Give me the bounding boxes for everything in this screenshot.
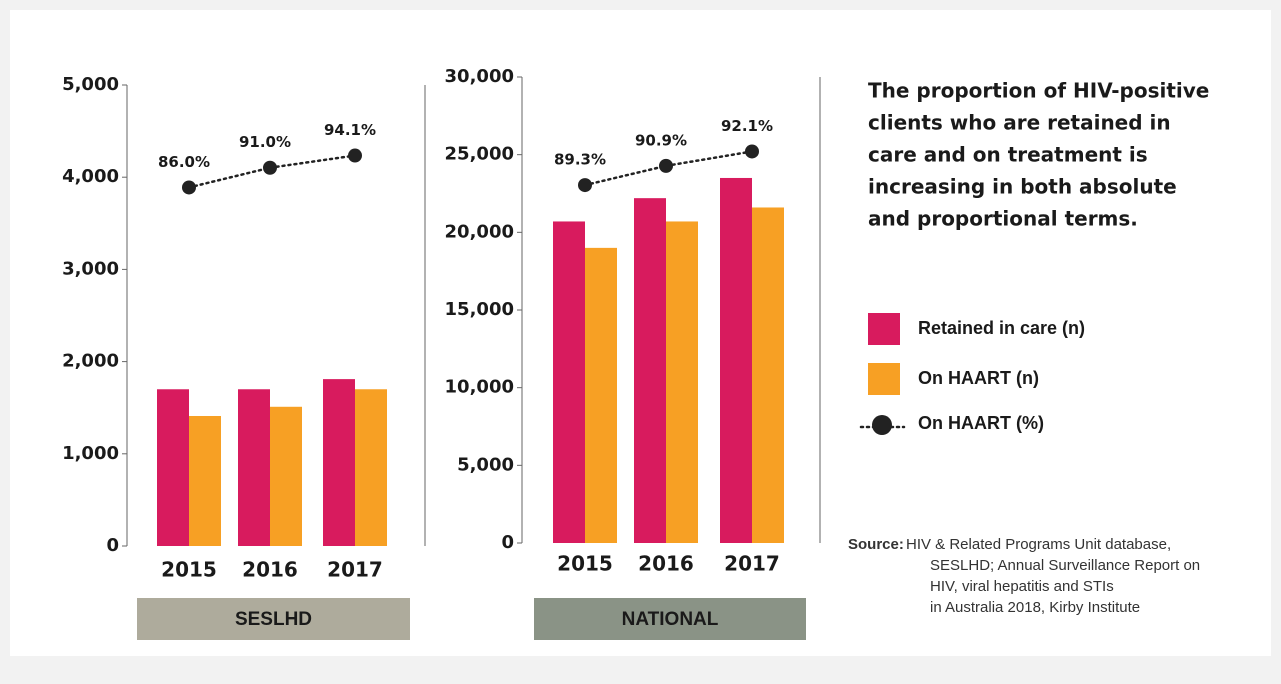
bar xyxy=(355,389,387,546)
percent-dot xyxy=(745,144,759,159)
y-tick-label: 3,000 xyxy=(62,258,119,279)
y-tick-label: 0 xyxy=(501,532,514,553)
bar xyxy=(666,221,698,543)
y-tick-label: 2,000 xyxy=(62,351,119,372)
bar xyxy=(189,415,221,546)
y-tick-label: 5,000 xyxy=(457,454,514,475)
y-tick-label: 4,000 xyxy=(62,166,119,187)
source-text: in Australia 2018, Kirby Institute xyxy=(930,599,1140,616)
data-label: 92.1% xyxy=(721,117,773,135)
bar xyxy=(553,221,585,543)
x-tick-label: 2017 xyxy=(327,558,383,582)
legend-label: On HAART (n) xyxy=(918,368,1039,388)
y-tick-label: 20,000 xyxy=(445,221,514,242)
data-label: 94.1% xyxy=(324,121,376,139)
source-label: Source: xyxy=(848,536,904,553)
legend-label: Retained in care (n) xyxy=(918,318,1085,338)
y-tick-label: 15,000 xyxy=(445,299,514,320)
region-label: NATIONAL xyxy=(622,609,719,630)
y-tick-label: 25,000 xyxy=(445,144,514,165)
region-label: SESLHD xyxy=(235,609,312,630)
legend-swatch xyxy=(868,363,900,395)
description: clients who are retained in xyxy=(868,111,1171,135)
source-text: HIV, viral hepatitis and STIs xyxy=(930,578,1114,595)
bar xyxy=(585,247,617,543)
x-tick-label: 2016 xyxy=(638,552,694,576)
description: and proportional terms. xyxy=(868,207,1138,231)
bar xyxy=(634,198,666,543)
x-tick-label: 2017 xyxy=(724,552,780,576)
data-label: 91.0% xyxy=(239,133,291,151)
x-tick-label: 2015 xyxy=(161,558,217,582)
description: care and on treatment is xyxy=(868,143,1148,167)
percent-dot xyxy=(182,180,196,195)
y-tick-label: 1,000 xyxy=(62,443,119,464)
region-box xyxy=(534,598,806,640)
bar xyxy=(238,389,270,546)
y-tick-label: 30,000 xyxy=(445,66,514,87)
bar xyxy=(157,389,189,546)
x-tick-label: 2016 xyxy=(242,558,298,582)
x-tick-label: 2015 xyxy=(557,552,613,576)
region-box xyxy=(137,598,410,640)
bar xyxy=(270,406,302,546)
source-text: SESLHD; Annual Surveillance Report on xyxy=(930,557,1200,574)
data-label: 86.0% xyxy=(158,153,210,171)
y-tick-label: 10,000 xyxy=(445,377,514,398)
description: increasing in both absolute xyxy=(868,175,1177,199)
bar xyxy=(720,177,752,543)
bar xyxy=(752,207,784,544)
bar xyxy=(323,379,355,546)
percent-dot xyxy=(578,178,592,193)
percent-dot xyxy=(348,148,362,163)
data-label: 89.3% xyxy=(554,151,606,169)
description: The proportion of HIV-positive xyxy=(868,79,1209,103)
legend-swatch xyxy=(868,313,900,345)
percent-dot xyxy=(263,160,277,175)
percent-dot xyxy=(659,158,673,173)
y-tick-label: 5,000 xyxy=(62,74,119,95)
legend-label: On HAART (%) xyxy=(918,413,1044,433)
source-text: HIV & Related Programs Unit database, xyxy=(906,536,1171,553)
y-tick-label: 0 xyxy=(106,535,119,556)
data-label: 90.9% xyxy=(635,131,687,149)
legend-dot xyxy=(872,415,892,435)
